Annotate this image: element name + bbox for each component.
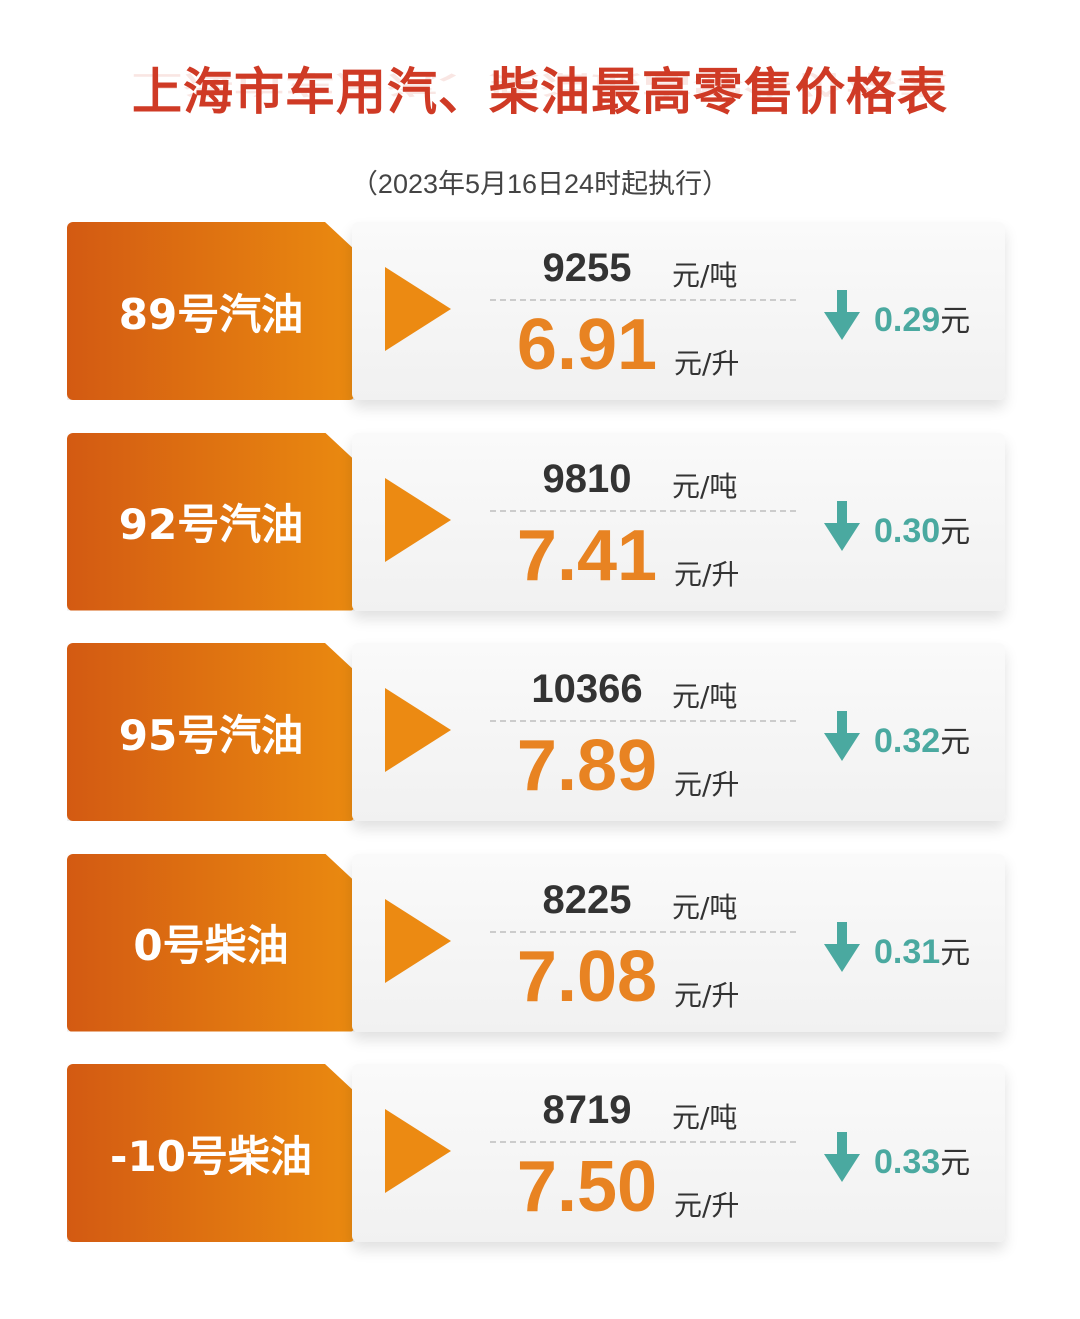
price-per-liter: 6.91 [516,305,658,385]
unit-per-ton: 元/吨 [672,259,738,292]
unit-per-ton: 元/吨 [672,469,738,503]
arrow-down-icon [824,1132,860,1182]
change-unit: 元 [940,726,971,759]
change-unit: 元 [940,936,971,970]
arrow-down-icon [824,921,860,972]
price-row: 92号汽油 9810 元/吨 7.41 元/升 0.30元 [0,432,1080,613]
unit-per-liter: 元/升 [674,557,740,591]
effective-date: （2023年5月16日24时起执行） [350,169,730,199]
dashed-divider [490,1141,796,1143]
dashed-divider [490,509,796,512]
dashed-divider [490,930,796,933]
price-per-ton: 8225 [542,877,632,922]
dashed-divider [490,720,796,722]
page-title: 上海市车用汽、柴油最高零售价格表 [132,63,948,121]
triangle-pointer-icon [385,688,451,772]
change-unit: 元 [940,305,971,338]
price-per-liter: 7.08 [516,936,658,1017]
unit-per-liter: 元/升 [674,768,740,801]
unit-per-liter: 元/升 [674,978,740,1012]
change-amount: 0.33 [874,1143,941,1181]
unit-per-ton: 元/吨 [672,1101,738,1134]
fuel-label-block: 95号汽油 [67,643,355,821]
change-amount: 0.32 [874,722,941,760]
price-card: 8719 元/吨 7.50 元/升 0.33元 [352,1064,1005,1242]
arrow-down-icon [824,290,860,340]
fuel-label-block: 92号汽油 [67,432,355,611]
unit-per-ton: 元/吨 [672,680,738,713]
triangle-pointer-icon [385,898,451,983]
change-amount: 0.31 [874,932,941,971]
price-change: 0.33元 [874,1138,970,1182]
price-per-liter: 7.89 [516,726,658,806]
unit-per-liter: 元/升 [674,347,740,380]
change-amount: 0.30 [874,511,941,550]
triangle-pointer-icon [385,477,451,562]
price-per-ton: 8719 [542,1088,632,1132]
price-per-ton: 9255 [542,246,632,290]
price-change: 0.32元 [874,717,970,761]
price-row: 95号汽油 10366 元/吨 7.89 元/升 0.32元 [0,643,1080,823]
arrow-down-icon [824,500,860,551]
price-card: 10366 元/吨 7.89 元/升 0.32元 [352,643,1005,821]
price-card: 8225 元/吨 7.08 元/升 0.31元 [352,853,1005,1032]
price-change: 0.30元 [874,507,970,551]
price-per-liter: 7.41 [516,515,658,596]
fuel-type: -10号柴油 [110,1131,312,1181]
change-amount: 0.29 [874,301,941,339]
price-card: 9810 元/吨 7.41 元/升 0.30元 [352,432,1005,611]
fuel-label-block: 89号汽油 [67,222,355,400]
fuel-type: 92号汽油 [118,500,304,549]
price-row: 0号柴油 8225 元/吨 7.08 元/升 0.31元 [0,853,1080,1034]
dashed-divider [490,299,796,301]
price-card: 9255 元/吨 6.91 元/升 0.29元 [352,222,1005,400]
fuel-type: 89号汽油 [118,289,304,339]
price-per-ton: 10366 [531,667,643,711]
unit-per-ton: 元/吨 [672,890,738,924]
change-unit: 元 [940,1147,971,1180]
title-reflection: 上海市车用汽、柴油最高零售价格表 [132,69,948,99]
price-row: -10号柴油 8719 元/吨 7.50 元/升 0.33元 [0,1064,1080,1244]
price-per-ton: 9810 [542,456,632,501]
price-change: 0.31元 [874,928,970,972]
triangle-pointer-icon [385,1109,451,1193]
fuel-type: 95号汽油 [118,710,304,760]
change-unit: 元 [940,515,971,549]
fuel-label-block: 0号柴油 [67,853,355,1032]
arrow-down-icon [824,711,860,761]
price-change: 0.29元 [874,296,970,340]
price-row: 89号汽油 9255 元/吨 6.91 元/升 0.29元 [0,222,1080,402]
triangle-pointer-icon [385,267,451,351]
unit-per-liter: 元/升 [674,1189,740,1222]
fuel-type: 0号柴油 [133,921,289,970]
fuel-label-block: -10号柴油 [67,1064,355,1242]
price-per-liter: 7.50 [516,1147,658,1227]
